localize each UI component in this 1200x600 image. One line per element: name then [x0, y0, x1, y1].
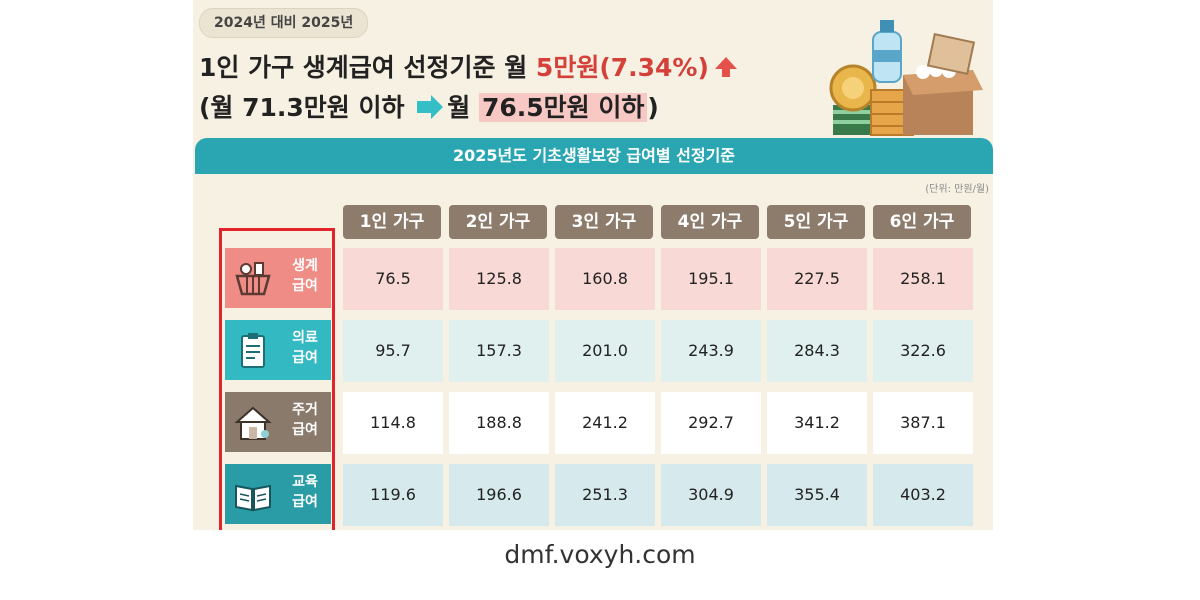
table-cell: 188.8: [449, 392, 549, 454]
table-cell: 95.7: [343, 320, 443, 382]
table-cell: 160.8: [555, 248, 655, 310]
table-cell: 284.3: [767, 320, 867, 382]
unit-note: (단위: 만원/월): [925, 184, 989, 195]
row-label-text: 의료 급여: [292, 330, 318, 366]
watermark-text: dmf.voxyh.com: [504, 540, 696, 569]
clipboard-icon: [241, 333, 265, 368]
column-header: 2인 가구: [449, 205, 547, 239]
house-icon: [234, 406, 272, 440]
table-cell: 157.3: [449, 320, 549, 382]
infographic-card: 2024년 대비 2025년 1인 가구 생계급여 선정기준 월 5만원(7.3…: [193, 0, 993, 530]
headline-line-1: 1인 가구 생계급여 선정기준 월 5만원(7.34%): [199, 48, 737, 84]
table-cell: 403.2: [873, 464, 973, 526]
row-label-text: 생계 급여: [292, 258, 318, 294]
previous-threshold: (월 71.3만원 이하: [199, 93, 405, 122]
up-arrow-icon: [714, 57, 737, 77]
row-label-housing: 주거 급여: [225, 392, 331, 452]
table-cell: 292.7: [661, 392, 761, 454]
table-cell: 76.5: [343, 248, 443, 310]
table-cell: 304.9: [661, 464, 761, 526]
table-cell: 196.6: [449, 464, 549, 526]
table-cell: 251.3: [555, 464, 655, 526]
table-cell: 201.0: [555, 320, 655, 382]
row-label-text: 교육 급여: [292, 474, 318, 510]
table-cell: 355.4: [767, 464, 867, 526]
table-cell: 341.2: [767, 392, 867, 454]
headline-close-paren: ): [647, 93, 659, 122]
column-header: 3인 가구: [555, 205, 653, 239]
new-threshold: 76.5만원 이하: [478, 93, 648, 122]
row-label-livelihood: 생계 급여: [225, 248, 331, 308]
groceries-coins-illustration-icon: [829, 20, 983, 136]
table-cell: 241.2: [555, 392, 655, 454]
table-cell: 387.1: [873, 392, 973, 454]
right-arrow-icon: [417, 95, 444, 119]
column-header: 4인 가구: [661, 205, 759, 239]
book-icon: [235, 484, 271, 512]
row-label-text: 주거 급여: [292, 402, 318, 438]
table-cell: 227.5: [767, 248, 867, 310]
new-threshold-prefix: 월: [447, 93, 479, 122]
headline-increase: 5만원(7.34%): [535, 53, 709, 82]
headline-line-1-prefix: 1인 가구 생계급여 선정기준 월: [199, 53, 536, 82]
highlight-box: [219, 228, 335, 530]
headline-line-2: (월 71.3만원 이하 월 76.5만원 이하): [199, 88, 659, 124]
table-cell: 258.1: [873, 248, 973, 310]
basket-icon: [235, 262, 271, 296]
row-label-education: 교육 급여: [225, 464, 331, 524]
column-header: 1인 가구: [343, 205, 441, 239]
table-cell: 243.9: [661, 320, 761, 382]
table-title-banner: 2025년도 기초생활보장 급여별 선정기준: [195, 138, 993, 174]
row-label-medical: 의료 급여: [225, 320, 331, 380]
table-cell: 195.1: [661, 248, 761, 310]
table-cell: 322.6: [873, 320, 973, 382]
table-cell: 114.8: [343, 392, 443, 454]
column-header: 5인 가구: [767, 205, 865, 239]
comparison-pill: 2024년 대비 2025년: [199, 8, 369, 38]
column-header: 6인 가구: [873, 205, 971, 239]
table-cell: 125.8: [449, 248, 549, 310]
table-cell: 119.6: [343, 464, 443, 526]
